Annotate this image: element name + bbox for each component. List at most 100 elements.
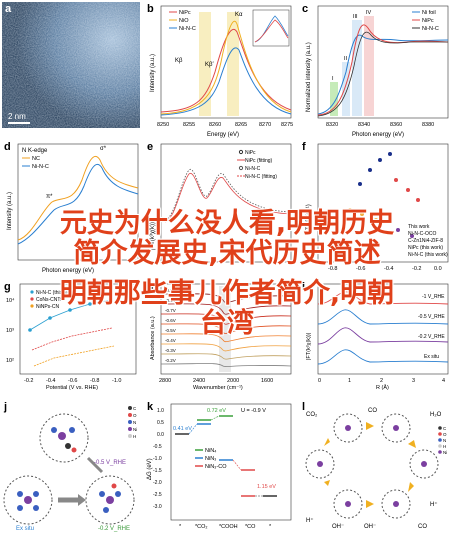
- panel-f-tof-chart: f This work Ni-N-C-OCO C-Zn1Ni4-ZIF-8 NiPc …: [300, 140, 452, 280]
- svg-text:O: O: [443, 432, 447, 437]
- x-ticks-c: 8320 8340 8360 8380: [326, 122, 434, 128]
- svg-text:3: 3: [412, 378, 415, 384]
- y-axis-label-b: Intensity (a.u.): [150, 54, 156, 92]
- svg-text:Ni-N-C (this work): Ni-N-C (this work): [36, 290, 76, 296]
- chart-b-svg: Kβ Kβ′ Kα NiPc NiO Ni-N-C 8250 8255 8260 82…: [150, 5, 293, 138]
- svg-text:*COOH: *COOH: [219, 524, 238, 530]
- svg-text:-0.6: -0.6: [68, 378, 77, 384]
- svg-text:OH⁻: OH⁻: [332, 524, 344, 530]
- panel-g-tof-potential-chart: g Ni-N-C (this work) CoNs-CNTs NiNPs-CN …: [2, 280, 142, 390]
- svg-text:Ni: Ni: [443, 450, 447, 455]
- series-nio: [160, 21, 292, 115]
- svg-text:Ni-N-C: Ni-N-C: [422, 26, 439, 32]
- panel-a-stem-image: 2 nm a: [2, 2, 140, 128]
- panel-h-ftir-chart: h -0.9V -0.8V -0.7V -0.6V -0.5V -0.4V -0.3V -0.…: [145, 280, 295, 390]
- svg-text:N: N: [443, 438, 446, 443]
- inset-series: [254, 19, 289, 43]
- legend-k: NiN₄ NiN₃ NiN₃-CO: [195, 448, 227, 470]
- series-labels-h: -0.9V -0.8V -0.7V -0.6V -0.5V -0.4V -0.3V -0.2V: [165, 288, 176, 363]
- svg-text:-0.5 V_RHE: -0.5 V_RHE: [418, 314, 445, 320]
- svg-text:2800: 2800: [159, 378, 171, 384]
- stem-texture: [2, 2, 140, 128]
- peak-label: Kβ′: [205, 62, 214, 68]
- svg-text:-1 V_RHE: -1 V_RHE: [422, 294, 445, 300]
- svg-text:*CO₂: *CO₂: [195, 524, 208, 530]
- svg-text:H⁺: H⁺: [306, 517, 314, 524]
- chart-k-svg: 1.0 0.5 0.0 -0.5 -1.0 -1.5 -2.0 -2.5 -3.0 0.41 e…: [147, 403, 292, 530]
- svg-text:H₂O: H₂O: [430, 412, 442, 418]
- svg-text:-2.0: -2.0: [153, 480, 162, 486]
- atom-legend-j: C O N Ni H: [128, 406, 137, 439]
- y-axis-label-e: |FT(k³χ(k))|: [150, 220, 156, 250]
- chart-d-title: N K-edge: [22, 148, 48, 154]
- panel-c-xanes-chart: c I II III IV Ni foil NiPc Ni-N-C 8320 83…: [300, 2, 452, 140]
- svg-text:NiN₃-CO: NiN₃-CO: [205, 464, 227, 470]
- legend-d: NC Ni-N-C: [22, 156, 49, 170]
- panel-label-d: d: [4, 141, 11, 153]
- svg-text:1600: 1600: [261, 378, 273, 384]
- panel-label-b: b: [147, 3, 154, 15]
- peak-label: Kβ: [175, 58, 183, 64]
- svg-text:-0.2: -0.2: [24, 378, 33, 384]
- svg-text:NiPc (this work): NiPc (this work): [408, 245, 443, 251]
- svg-text:Ni-N-C-OCO: Ni-N-C-OCO: [408, 231, 436, 237]
- peak-label-sigma: σ*: [100, 146, 107, 152]
- legend-label-nipc: NiPc: [179, 10, 191, 16]
- svg-text:*: *: [269, 524, 272, 530]
- y-axis-label-k: ΔG (eV): [147, 458, 153, 480]
- scatter-f: [348, 152, 420, 238]
- svg-text:10²: 10²: [6, 358, 14, 364]
- x-axis-label-d: Photon energy (eV): [42, 268, 94, 274]
- svg-text:Ni: Ni: [133, 427, 137, 432]
- region-label-iii: III: [353, 14, 358, 20]
- x-axis-label-h: Wavenumber (cm⁻¹): [193, 385, 243, 390]
- x-axis-label-g: Potential (V vs. RHE): [46, 385, 98, 390]
- svg-text:8360: 8360: [390, 122, 402, 128]
- x-axis-label-b: Energy (eV): [207, 132, 239, 138]
- svg-text:-0.8: -0.8: [328, 266, 337, 272]
- svg-text:-0.6V: -0.6V: [165, 318, 176, 323]
- svg-text:-0.8: -0.8: [90, 378, 99, 384]
- legend-label-nio: NiO: [179, 18, 189, 24]
- overlay-title-line-4: 台湾: [200, 308, 254, 339]
- peak-label: Kα: [235, 12, 243, 18]
- svg-text:2000: 2000: [227, 378, 239, 384]
- region-label-i: I: [332, 76, 334, 82]
- svg-text:NC: NC: [32, 156, 40, 162]
- species-labels-l: CO₂ CO H₂O H⁺ OH⁻ H⁺ CO OH⁻: [306, 408, 442, 530]
- panel-label-g: g: [4, 281, 11, 293]
- chart-i-svg: -1 V_RHE -0.5 V_RHE -0.2 V_RHE Ex situ 0 1 2 3…: [306, 283, 449, 390]
- svg-text:8250: 8250: [157, 122, 169, 128]
- y-axis-label-i: |FT(k²χ(k))|: [306, 333, 312, 360]
- svg-text:8275: 8275: [281, 122, 293, 128]
- connectors-k: [188, 415, 263, 497]
- highlight-band: [227, 12, 239, 116]
- series-labels-i: -1 V_RHE -0.5 V_RHE -0.2 V_RHE Ex situ: [418, 294, 445, 360]
- svg-text:0.0: 0.0: [434, 266, 442, 272]
- svg-text:-0.3V: -0.3V: [165, 348, 176, 353]
- x-axis-label-i: R (Å): [376, 384, 389, 390]
- diagram-j-svg: -0.5 V_RHE -0.2 V_RHE Ex situ C O N Ni H: [3, 406, 137, 532]
- panel-label-a: a: [5, 3, 12, 15]
- annot-k-3: U = -0.9 V: [241, 408, 266, 414]
- series-ninc: [317, 31, 448, 117]
- svg-text:-0.9V: -0.9V: [165, 288, 176, 293]
- svg-text:Ni-N-C (fitting): Ni-N-C (fitting): [245, 174, 277, 180]
- panel-label-i: i: [302, 281, 306, 293]
- y-ticks-k: 1.0 0.5 0.0 -0.5 -1.0 -1.5 -2.0 -2.5 -3.0: [153, 408, 164, 510]
- svg-text:H⁺: H⁺: [430, 501, 438, 508]
- y-ticks-g: 10⁴ 10³ 10²: [6, 297, 15, 364]
- diagram-l-svg: CO₂ CO H₂O H⁺ OH⁻ H⁺ CO OH⁻ C O N H Ni: [305, 408, 447, 530]
- svg-text:8320: 8320: [326, 122, 338, 128]
- svg-text:8265: 8265: [235, 122, 247, 128]
- panel-d-nkedge-chart: d N K-edge NC Ni-N-C σ* π* Photon energy…: [2, 140, 142, 280]
- panel-j-structures: j -0.5 V_RHE -0.2 V_RHE Ex situ C O N Ni…: [2, 400, 142, 535]
- svg-text:-0.2V: -0.2V: [165, 358, 176, 363]
- panel-label-h: h: [147, 281, 154, 293]
- svg-text:OH⁻: OH⁻: [364, 524, 376, 530]
- svg-text:-0.4V: -0.4V: [165, 338, 176, 343]
- region-label-iv: IV: [366, 10, 372, 16]
- svg-text:8255: 8255: [183, 122, 195, 128]
